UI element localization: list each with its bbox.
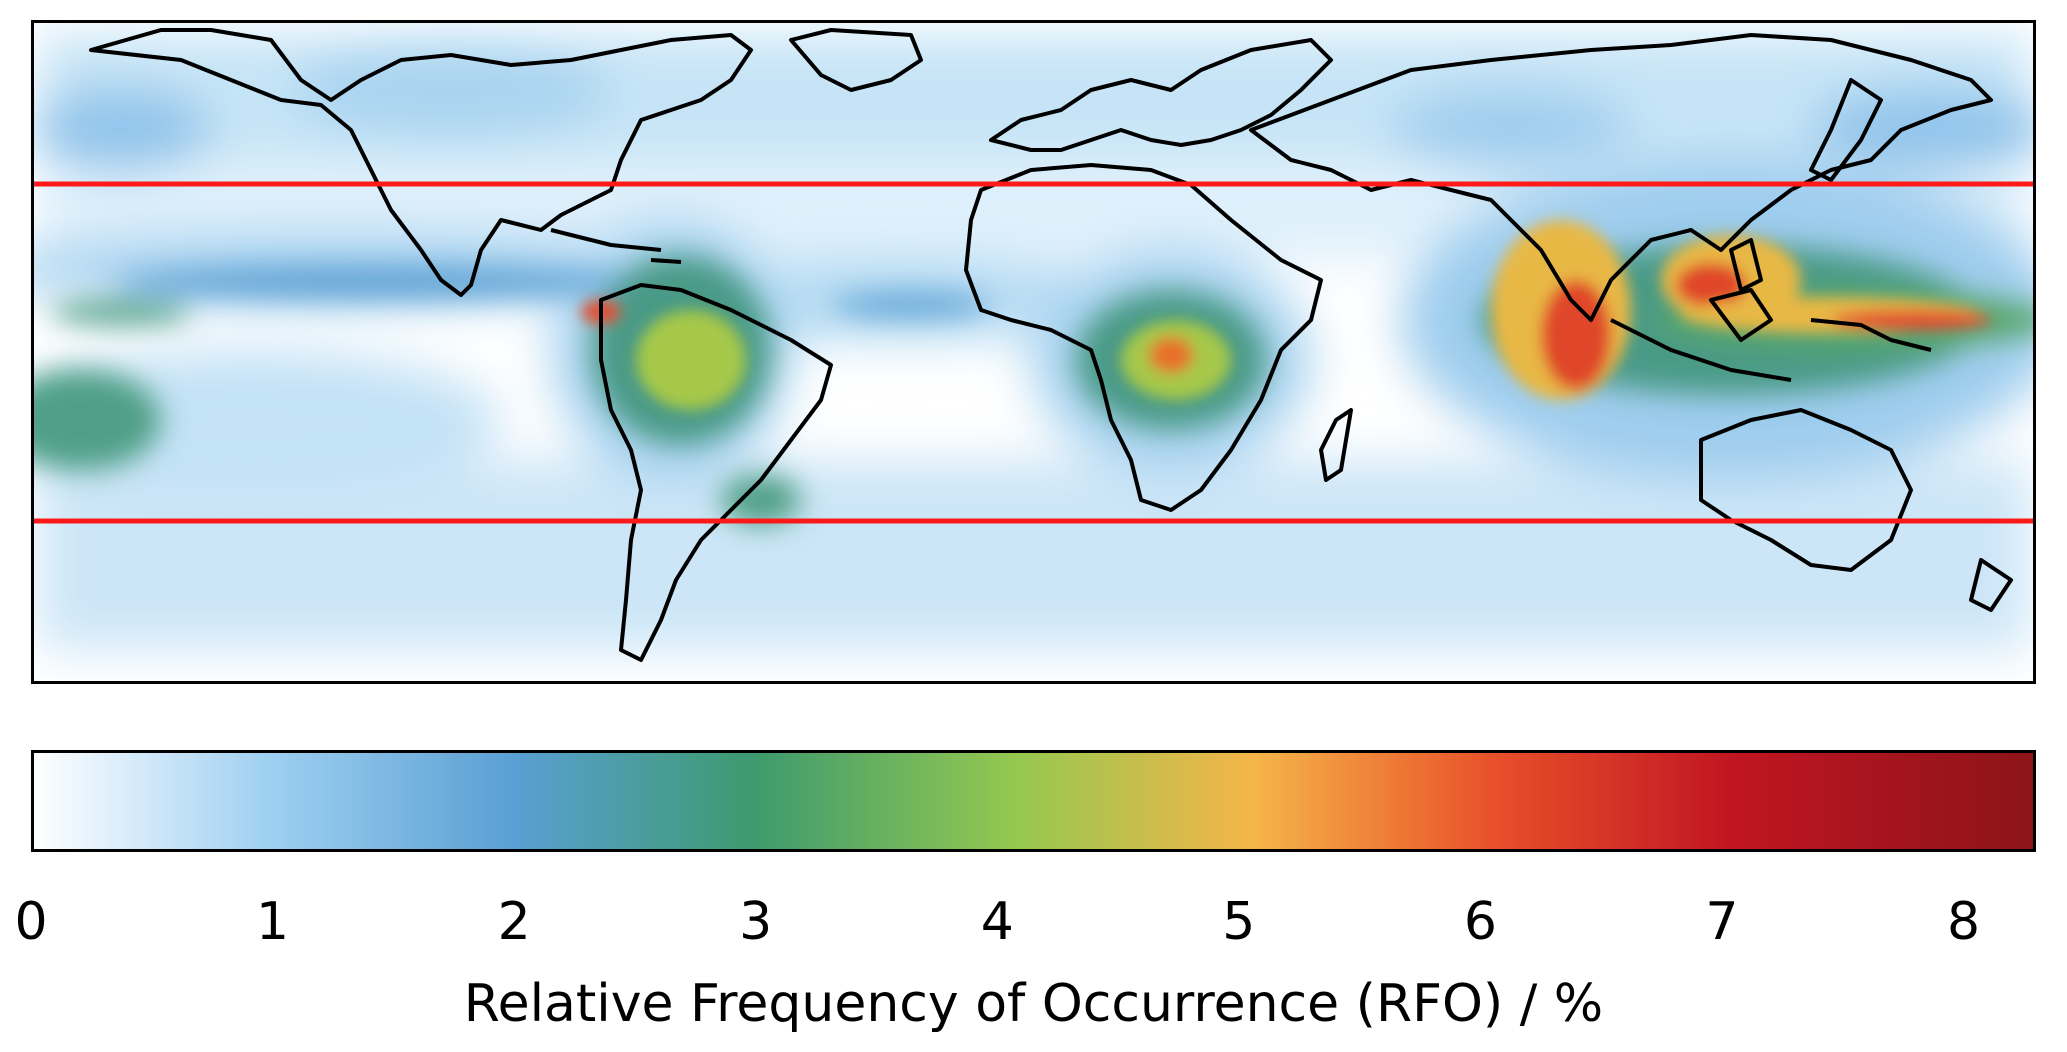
map-border xyxy=(31,20,2036,684)
colorbar-tick-label: 1 xyxy=(256,892,290,952)
colorbar-tick-label: 8 xyxy=(1946,892,1981,952)
colorbar-svg xyxy=(31,750,2036,852)
rfo-field-high xyxy=(581,220,1991,410)
map-svg xyxy=(31,20,2036,684)
rfo-map xyxy=(31,20,2036,684)
colorbar-tick-label: 6 xyxy=(1463,892,1497,952)
reference-lines xyxy=(31,181,2036,524)
colorbar-tick-label: 5 xyxy=(1222,892,1256,952)
colorbar-tick-label: 3 xyxy=(739,892,773,952)
colorbar-tick-label: 0 xyxy=(14,892,48,952)
colorbar-tick-label: 7 xyxy=(1705,892,1739,952)
colorbar xyxy=(31,750,2036,852)
colorbar-label: Relative Frequency of Occurrence (RFO) /… xyxy=(463,974,1604,1034)
colorbar-tick-label: 2 xyxy=(497,892,531,952)
colorbar-tick-label: 4 xyxy=(980,892,1014,952)
colorbar-ticks xyxy=(31,850,1966,852)
colorbar-gradient xyxy=(31,750,2036,852)
